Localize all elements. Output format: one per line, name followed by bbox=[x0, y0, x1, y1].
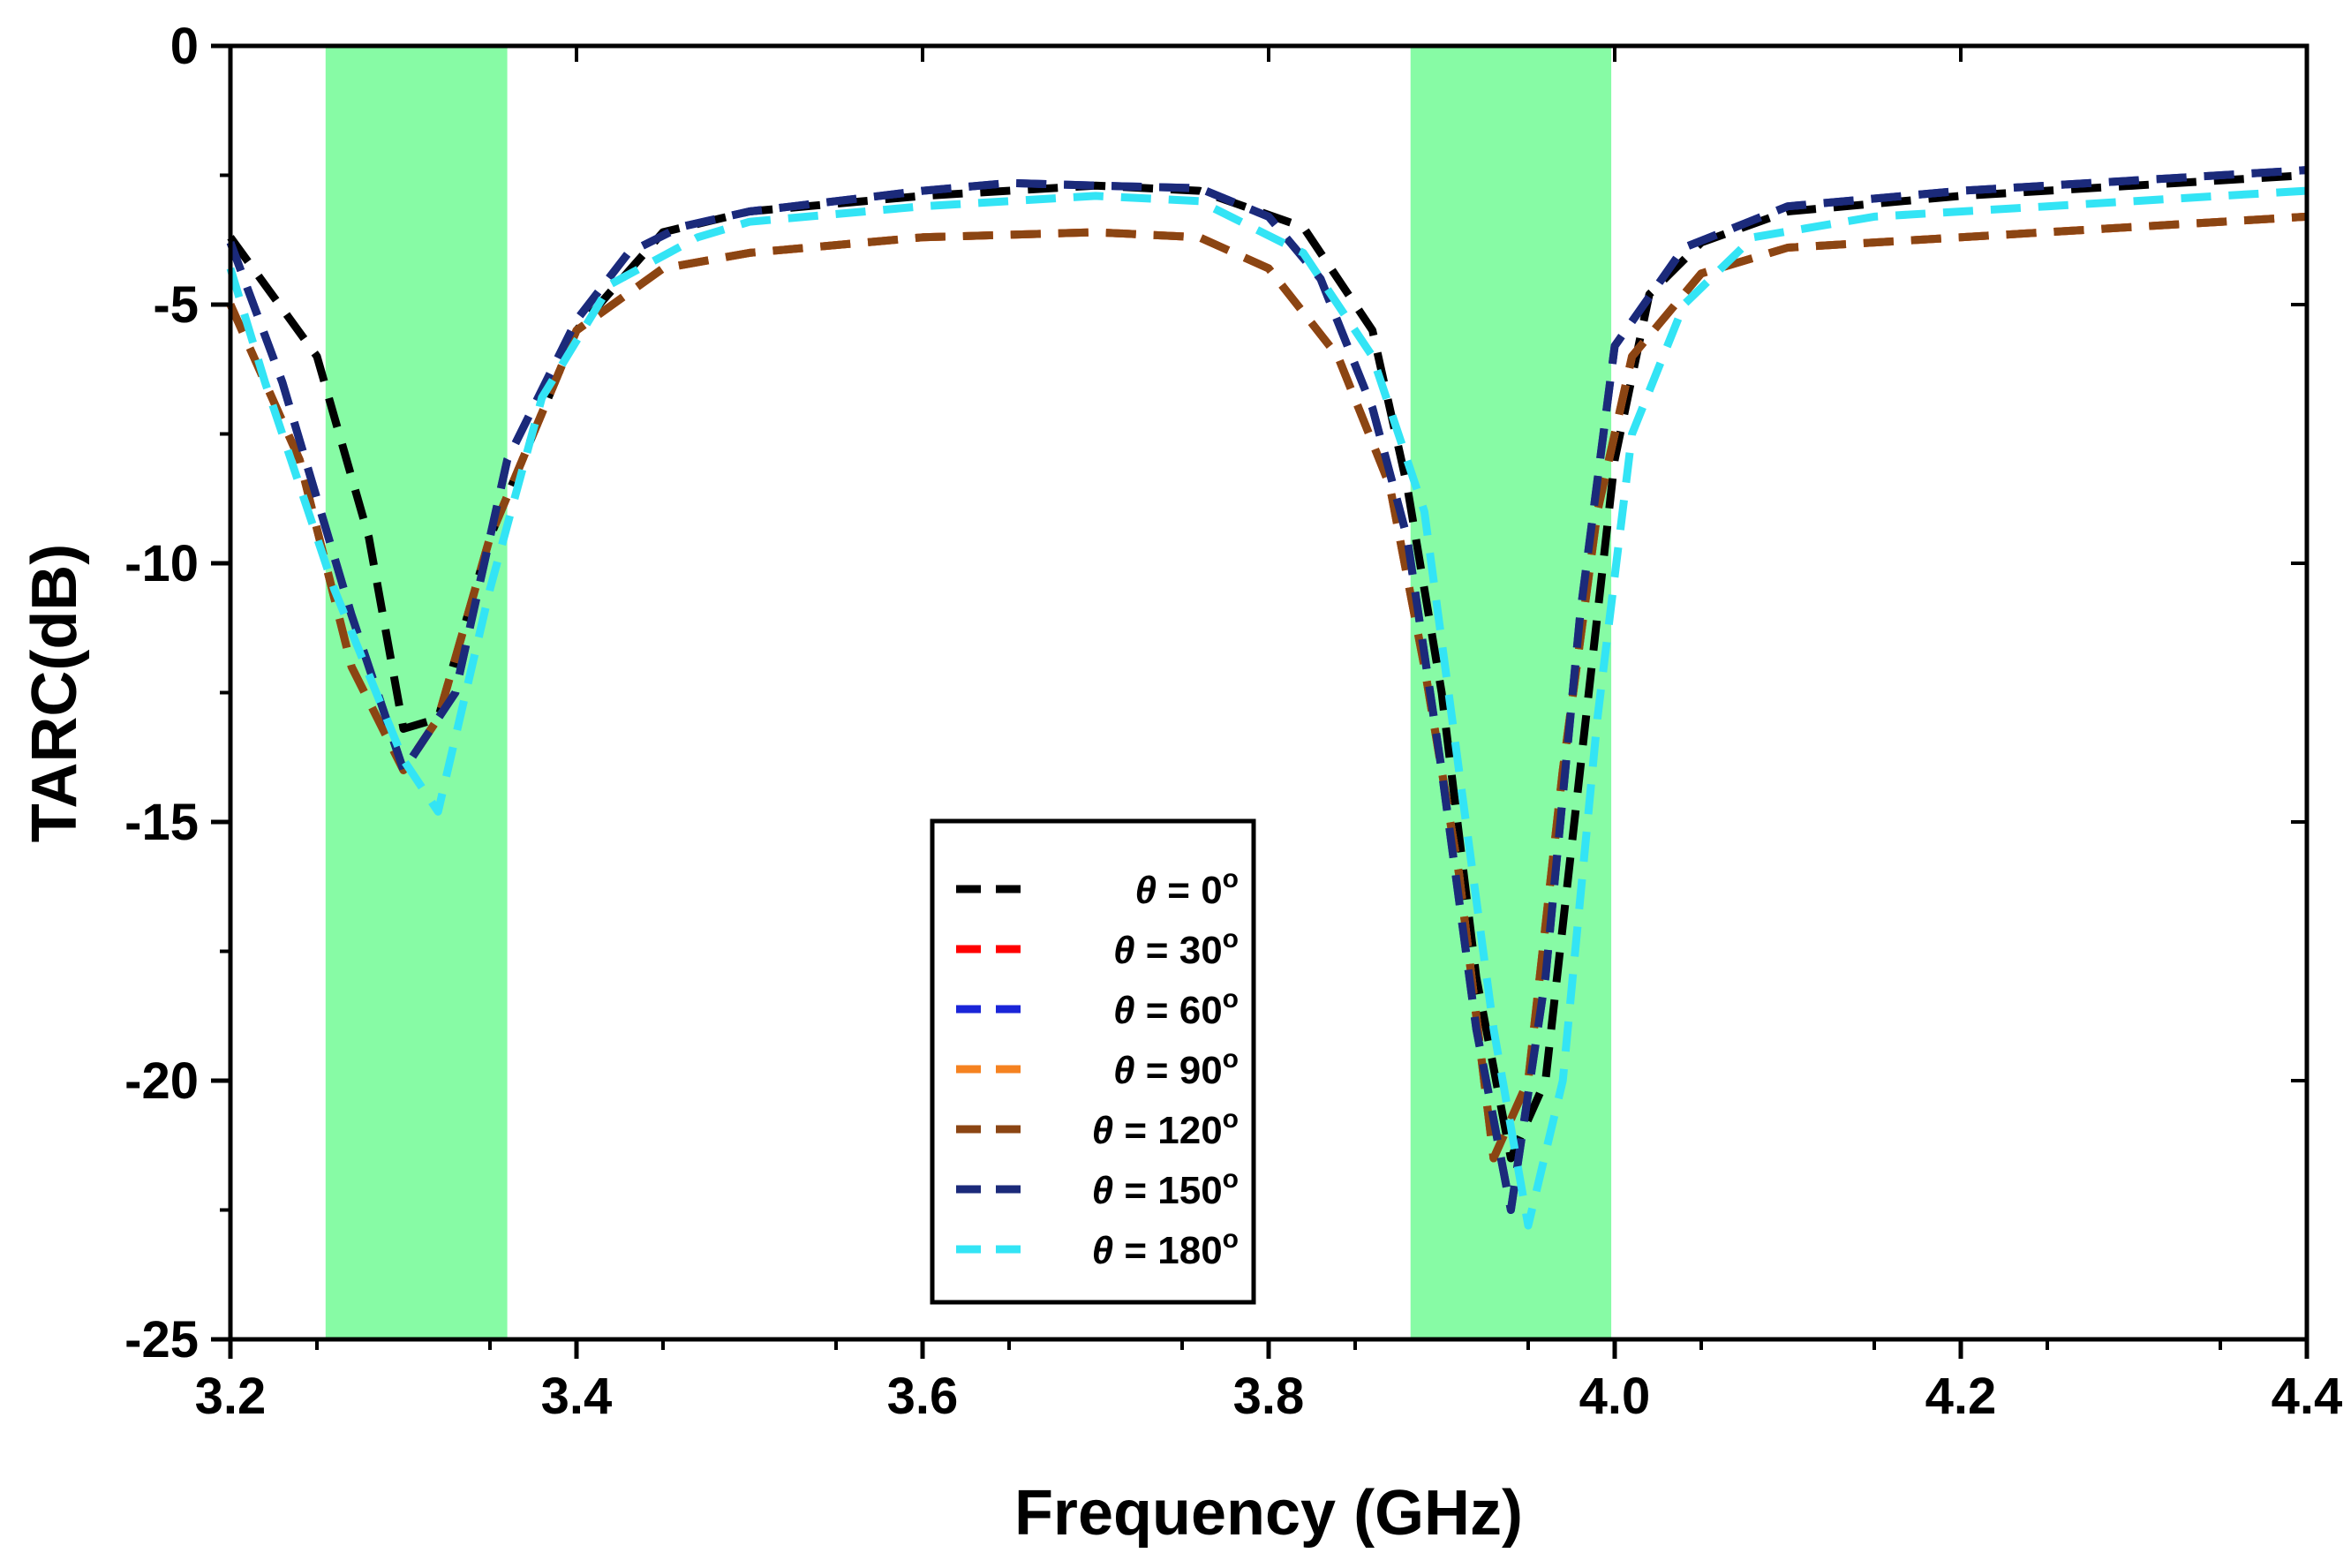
x-tick-label: 4.4 bbox=[2272, 1368, 2343, 1425]
series-line-theta-90 bbox=[226, 212, 2308, 1163]
y-tick-label: -25 bbox=[124, 1311, 199, 1368]
x-tick-label: 3.8 bbox=[1233, 1368, 1305, 1425]
series-line-theta-150 bbox=[226, 166, 2308, 1214]
series-line-theta-120 bbox=[226, 212, 2308, 1163]
highlight-band-1 bbox=[325, 46, 508, 1339]
y-tick-label: -5 bbox=[153, 276, 199, 334]
x-tick-labels: 3.2 3.4 3.6 3.8 4.0 4.2 4.4 bbox=[195, 1368, 2343, 1425]
series-lines bbox=[226, 166, 2308, 1230]
legend-label-theta-30: θ = 30o bbox=[1113, 924, 1239, 972]
legend-label-theta-60: θ = 60o bbox=[1113, 984, 1239, 1032]
x-tick-label: 4.2 bbox=[1925, 1368, 1997, 1425]
y-tick-labels: 0 -5 -10 -15 -20 -25 bbox=[124, 18, 199, 1368]
x-tick-label: 4.0 bbox=[1579, 1368, 1651, 1425]
legend-box bbox=[930, 818, 1256, 1305]
y-axis-title: TARC(dB) bbox=[19, 544, 90, 843]
y-tick-label: -15 bbox=[124, 794, 199, 851]
legend-label-theta-120: θ = 120o bbox=[1092, 1104, 1239, 1152]
y-tick-label: -20 bbox=[124, 1052, 199, 1110]
x-tick-label: 3.2 bbox=[195, 1368, 267, 1425]
x-axis-title: Frequency (GHz) bbox=[1014, 1478, 1523, 1549]
legend: θ = 0o θ = 30o θ = 60o θ = 90o θ = 120o θ = 1… bbox=[930, 818, 1256, 1305]
legend-label-theta-90: θ = 90o bbox=[1113, 1044, 1239, 1092]
y-tick-label: -10 bbox=[124, 535, 199, 592]
legend-label-theta-180: θ = 180o bbox=[1092, 1225, 1239, 1272]
legend-label-theta-150: θ = 150o bbox=[1092, 1165, 1239, 1212]
series-line-theta-180 bbox=[226, 186, 2308, 1230]
series-line-theta-30 bbox=[226, 212, 2308, 1163]
series-line-theta-60 bbox=[226, 166, 2308, 1214]
ticks bbox=[211, 43, 2310, 1359]
highlight-bands bbox=[325, 46, 1612, 1339]
legend-label-theta-0: θ = 0o bbox=[1135, 864, 1240, 912]
y-tick-label: 0 bbox=[170, 18, 199, 75]
x-tick-label: 3.6 bbox=[887, 1368, 959, 1425]
series-line-theta-0 bbox=[227, 171, 2308, 1163]
x-tick-label: 3.4 bbox=[541, 1368, 613, 1425]
